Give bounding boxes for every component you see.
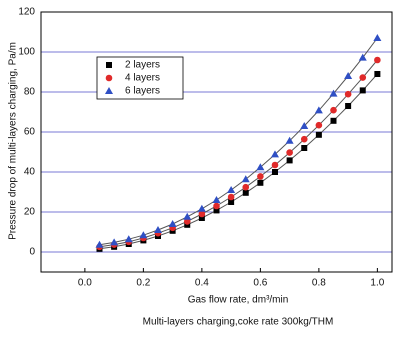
y-tick-label: 120 xyxy=(18,7,35,18)
data-point xyxy=(344,90,352,98)
data-point xyxy=(271,161,279,169)
data-point xyxy=(373,34,382,41)
caption: Multi-layers charging,coke rate 300kg/TH… xyxy=(143,317,334,328)
data-point xyxy=(139,231,148,239)
data-point xyxy=(95,240,104,248)
data-point xyxy=(300,135,308,143)
x-axis-title: Gas flow rate, dm³/min xyxy=(188,295,289,306)
data-point xyxy=(197,204,206,212)
data-point xyxy=(286,149,293,156)
x-tick-label: 0.6 xyxy=(253,278,267,289)
data-point xyxy=(301,145,308,151)
legend-marker xyxy=(105,74,113,82)
x-tick-label: 1.0 xyxy=(370,278,384,289)
fit-line xyxy=(99,73,378,250)
data-point xyxy=(374,56,381,64)
x-tick-label: 0.4 xyxy=(195,278,209,289)
plot-frame xyxy=(40,11,393,273)
legend-label: 6 layers xyxy=(125,86,160,97)
data-point xyxy=(345,103,352,109)
data-point xyxy=(212,196,221,203)
data-point xyxy=(272,169,278,175)
y-tick-label: 80 xyxy=(24,87,36,98)
data-point xyxy=(183,212,192,220)
y-tick-label: 0 xyxy=(29,247,35,258)
data-point xyxy=(228,199,235,205)
data-point xyxy=(315,121,323,129)
data-point xyxy=(330,117,337,124)
data-point xyxy=(227,193,235,201)
x-tick-label: 0.8 xyxy=(312,278,326,289)
data-point xyxy=(213,202,220,210)
data-point xyxy=(242,189,249,196)
data-point xyxy=(330,106,337,114)
data-point xyxy=(257,179,264,186)
data-point xyxy=(285,136,294,144)
y-tick-label: 20 xyxy=(24,207,36,218)
data-point xyxy=(256,163,265,171)
data-point xyxy=(374,71,381,77)
y-axis-title: Pressure drop of multi-layers charging, … xyxy=(8,42,19,240)
legend-marker xyxy=(106,62,112,68)
data-point xyxy=(315,131,322,138)
data-point xyxy=(168,220,177,227)
x-tick-label: 0.2 xyxy=(136,278,150,289)
data-point xyxy=(213,207,220,214)
legend-label: 4 layers xyxy=(125,73,160,84)
legend-marker xyxy=(105,87,113,94)
data-point xyxy=(271,150,279,158)
data-point xyxy=(110,238,119,246)
data-point xyxy=(198,215,205,221)
data-point xyxy=(300,122,309,129)
data-point xyxy=(358,53,367,61)
data-point xyxy=(198,210,206,218)
y-tick-label: 100 xyxy=(18,47,35,58)
data-point xyxy=(329,89,338,97)
data-point xyxy=(359,87,366,94)
data-point xyxy=(154,226,162,233)
data-point xyxy=(344,72,353,79)
data-point xyxy=(124,235,133,243)
data-point xyxy=(286,157,293,164)
data-point xyxy=(241,175,250,183)
data-point xyxy=(359,74,367,81)
x-tick-label: 0.0 xyxy=(78,278,92,289)
data-point xyxy=(257,173,264,180)
y-tick-label: 40 xyxy=(24,167,36,178)
y-tick-label: 60 xyxy=(24,127,36,138)
data-point xyxy=(242,183,250,191)
data-point xyxy=(184,221,191,228)
data-point xyxy=(314,106,323,114)
legend-label: 2 layers xyxy=(125,60,160,71)
data-point xyxy=(227,186,236,193)
